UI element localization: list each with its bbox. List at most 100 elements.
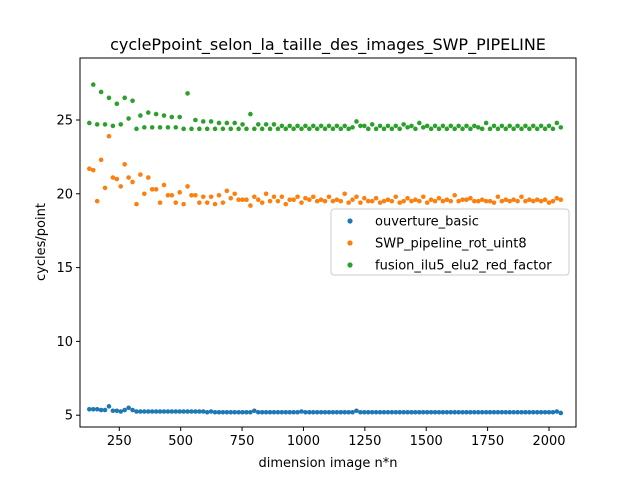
data-point — [204, 409, 210, 415]
data-point — [177, 190, 182, 195]
data-point — [244, 126, 249, 132]
data-point — [157, 125, 163, 130]
y-tick-label: 20 — [56, 187, 73, 202]
data-point — [204, 126, 210, 132]
data-point — [350, 197, 355, 202]
data-point — [259, 409, 265, 415]
data-point — [87, 406, 92, 412]
data-point — [114, 101, 120, 107]
data-point — [122, 407, 127, 413]
data-point — [381, 198, 387, 204]
data-point — [550, 126, 556, 132]
data-point — [138, 172, 143, 177]
data-point — [310, 123, 316, 129]
data-point — [483, 409, 489, 415]
data-point — [420, 125, 426, 130]
data-point — [334, 409, 340, 415]
data-point — [322, 409, 328, 415]
data-point — [94, 198, 100, 204]
data-point — [153, 409, 159, 414]
data-point — [181, 409, 186, 414]
data-point — [523, 123, 528, 129]
data-point — [197, 126, 202, 132]
data-point — [405, 125, 410, 130]
legend-marker — [347, 262, 353, 268]
data-point — [106, 95, 112, 101]
data-point — [232, 191, 237, 197]
data-point — [275, 198, 281, 204]
data-point — [523, 409, 528, 415]
data-point — [519, 126, 524, 132]
data-point — [452, 126, 458, 132]
data-point — [244, 409, 249, 415]
data-point — [456, 198, 461, 204]
data-point — [381, 126, 387, 132]
data-point — [279, 194, 285, 200]
data-point — [248, 203, 253, 208]
data-point — [409, 123, 414, 129]
data-point — [530, 198, 536, 204]
data-point — [271, 409, 277, 415]
data-point — [479, 126, 485, 132]
data-point — [350, 125, 355, 130]
data-point — [495, 409, 501, 415]
data-point — [330, 126, 336, 132]
x-tick-label: 2000 — [532, 434, 565, 449]
data-point — [200, 194, 206, 200]
data-point — [389, 409, 395, 415]
data-point — [110, 123, 116, 129]
data-point — [177, 409, 182, 414]
data-point — [169, 114, 175, 120]
data-point — [413, 126, 418, 132]
data-point — [157, 200, 163, 205]
data-point — [436, 195, 442, 201]
data-point — [102, 122, 108, 127]
data-point — [145, 175, 151, 180]
data-point — [142, 191, 147, 197]
data-point — [118, 122, 124, 127]
data-point — [98, 407, 104, 413]
data-point — [291, 409, 296, 415]
data-point — [279, 123, 285, 129]
data-point — [212, 126, 218, 132]
data-point — [397, 200, 403, 205]
data-point — [530, 123, 536, 129]
data-point — [409, 409, 414, 415]
data-point — [369, 409, 375, 415]
data-point — [106, 133, 112, 139]
plot-frame — [79, 57, 577, 428]
data-point — [554, 120, 560, 126]
data-point — [263, 409, 269, 415]
data-point — [228, 195, 234, 201]
data-point — [224, 120, 230, 126]
data-point — [393, 194, 399, 200]
data-point — [110, 408, 116, 414]
data-point — [491, 123, 497, 129]
data-point — [358, 123, 363, 129]
data-point — [87, 120, 92, 126]
data-point — [346, 200, 351, 205]
data-point — [393, 123, 399, 129]
data-point — [464, 123, 469, 129]
data-point — [295, 409, 300, 415]
data-point — [318, 123, 324, 129]
data-point — [444, 126, 450, 132]
data-point — [307, 126, 312, 132]
data-point — [393, 409, 399, 415]
data-point — [538, 198, 544, 204]
data-point — [118, 409, 124, 414]
data-point — [558, 125, 564, 130]
data-point — [314, 126, 320, 132]
data-point — [456, 409, 461, 415]
data-point — [554, 195, 560, 201]
data-point — [558, 197, 564, 202]
data-point — [385, 197, 391, 202]
data-point — [200, 409, 206, 414]
x-tick-label: 500 — [168, 434, 193, 449]
data-point — [244, 197, 249, 202]
data-point — [417, 120, 422, 126]
data-point — [287, 197, 293, 202]
data-point — [138, 409, 143, 414]
data-point — [310, 194, 316, 200]
data-point — [468, 126, 473, 132]
